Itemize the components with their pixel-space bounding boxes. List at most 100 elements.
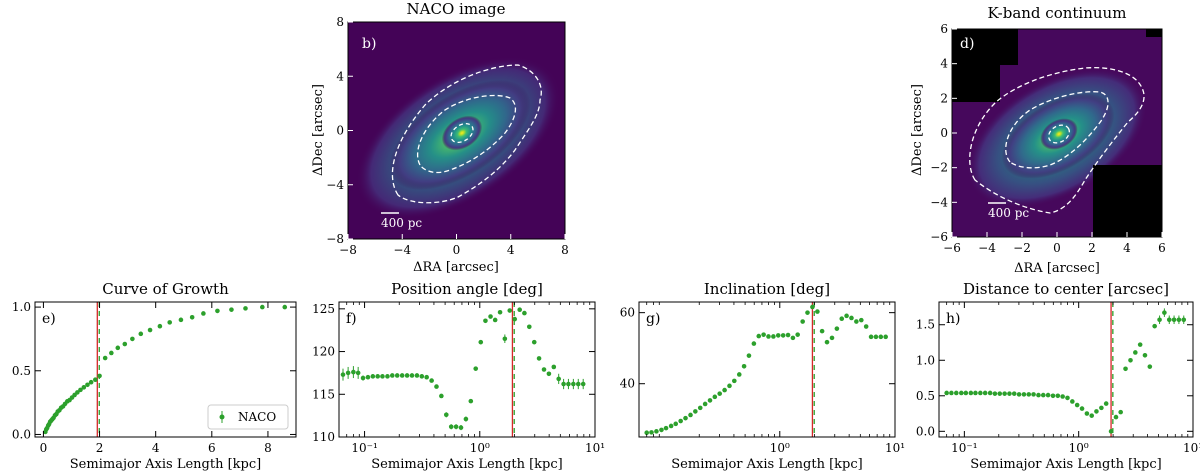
data-point	[1142, 352, 1148, 358]
data-point	[1089, 413, 1095, 418]
panel-d-xlabel: ΔRA [arcsec]	[1014, 261, 1100, 276]
panel-d-xticks: −6 −4 −2 0 2 4 6	[943, 232, 1166, 255]
legend-label: NACO	[238, 410, 276, 424]
data-point	[434, 384, 439, 389]
data-point	[953, 390, 959, 396]
data-point	[473, 366, 479, 371]
data-point	[1045, 392, 1051, 398]
data-point	[1011, 391, 1017, 396]
ytick-label: 1.5	[916, 318, 935, 332]
data-point	[1084, 411, 1090, 416]
xtick-label: 10⁰	[470, 441, 490, 455]
data-point	[949, 390, 954, 396]
data-point	[673, 421, 679, 427]
data-point	[1079, 406, 1085, 411]
data-point	[1128, 357, 1133, 363]
plot-panel-label: h)	[946, 311, 960, 327]
data-point	[659, 427, 664, 433]
ytick-label: 1.0	[12, 300, 31, 314]
ytick-label: 115	[312, 387, 335, 401]
panel-d-xtick-label: −6	[943, 241, 961, 255]
xtick-label: 10⁻¹	[351, 441, 377, 455]
data-point	[75, 390, 80, 395]
ytick-label: 60	[620, 306, 635, 320]
panel-d-xtick-label: 4	[1123, 241, 1131, 255]
data-point	[727, 383, 732, 389]
plot-title: Curve of Growth	[102, 280, 229, 298]
panel-b-label: b)	[362, 36, 376, 52]
panel-d-kband-image: K-band continuum d) 400 pc ΔRA [arcsec] …	[910, 4, 1166, 276]
panel-b-xtick-label: −4	[393, 243, 411, 257]
data-point	[1094, 409, 1099, 414]
panel-d-xtick-label: −2	[1013, 241, 1031, 255]
data-point	[580, 381, 586, 387]
xtick-label: 10⁻¹	[951, 441, 977, 455]
data-point	[167, 320, 173, 325]
data-point	[394, 373, 400, 378]
data-point	[829, 335, 835, 341]
data-point	[453, 424, 459, 430]
data-point	[1108, 429, 1114, 434]
panel-d-ylabel: ΔDec [arcsec]	[910, 84, 925, 176]
data-point	[693, 409, 698, 414]
kband-mask-bottom-right	[1093, 165, 1162, 237]
data-point	[360, 375, 366, 381]
data-point	[492, 317, 498, 323]
data-point	[756, 333, 762, 339]
ytick-label: 0.5	[916, 389, 935, 403]
data-point	[1074, 402, 1080, 408]
panel-b-scalebar-label: 400 pc	[381, 216, 422, 230]
data-point	[340, 372, 346, 377]
data-point	[1002, 391, 1007, 396]
data-point	[1103, 401, 1109, 406]
data-point	[751, 341, 757, 346]
data-point	[683, 415, 688, 421]
kband-contour-inner	[1048, 124, 1070, 144]
data-point	[215, 308, 220, 314]
panel-b-ytick-label: 8	[336, 15, 344, 29]
panel-d-xtick-label: 2	[1088, 241, 1096, 255]
data-point	[1021, 392, 1027, 397]
data-point	[1099, 405, 1104, 411]
ytick-label: 0.0	[12, 427, 31, 441]
data-point	[795, 332, 800, 337]
data-point	[1060, 394, 1065, 399]
data-point	[122, 341, 128, 347]
data-point	[497, 309, 503, 315]
panel-d-ytick-label: −4	[930, 195, 948, 209]
data-point	[517, 307, 522, 312]
legend-box	[207, 404, 289, 430]
panel-b-naco-image: NACO image b) 400 pc ΔRA [arcsec] ΔDec […	[311, 0, 569, 275]
plot-frame	[338, 301, 596, 438]
data-point	[780, 333, 786, 338]
panel-d-ytick-label: 6	[940, 22, 948, 36]
data-point	[771, 334, 776, 339]
data-point	[1031, 392, 1036, 397]
plot-xlabel: Semimajor Axis Length [kpc]	[371, 457, 562, 472]
data-point	[439, 393, 444, 399]
data-point	[536, 356, 542, 361]
ytick-label: 110	[312, 430, 335, 444]
data-point	[81, 385, 87, 390]
data-point	[260, 304, 265, 310]
data-point	[385, 374, 390, 379]
data-point	[429, 378, 434, 383]
data-point	[702, 401, 708, 407]
data-point	[404, 373, 410, 378]
data-point	[109, 350, 114, 356]
data-point	[978, 390, 983, 396]
data-point	[968, 390, 974, 396]
data-point	[722, 387, 727, 393]
data-point	[810, 304, 815, 310]
data-point	[1026, 392, 1032, 397]
xtick-label: 10⁰	[770, 441, 790, 455]
data-point	[443, 412, 449, 418]
data-point	[483, 318, 488, 324]
data-point	[697, 405, 703, 411]
data-point	[1118, 409, 1123, 415]
data-point	[97, 373, 102, 379]
xtick-label: 10¹	[585, 441, 605, 455]
plot-panel-label: f)	[346, 311, 357, 327]
plot-xlabel: Semimajor Axis Length [kpc]	[671, 457, 862, 472]
